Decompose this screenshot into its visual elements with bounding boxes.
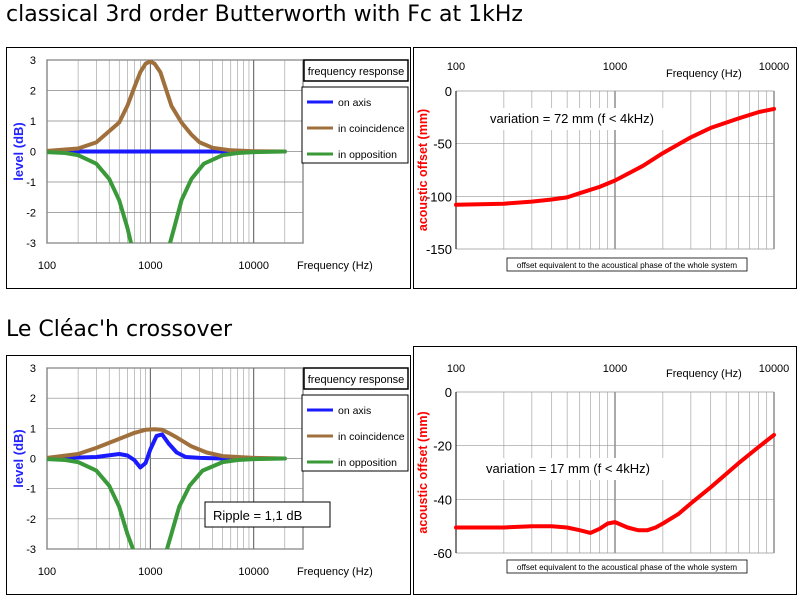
legend-entry: on axis xyxy=(338,405,371,417)
y-tick-label: 1 xyxy=(30,423,36,435)
x-tick-label: 10000 xyxy=(759,363,790,375)
legend-entry: in coincidence xyxy=(338,123,405,135)
x-axis-label: Frequency (Hz) xyxy=(297,566,373,578)
y-tick-label: -150 xyxy=(426,242,452,257)
chart-caption: offset equivalent to the acoustical phas… xyxy=(517,563,737,572)
caption-box xyxy=(506,559,748,574)
ripple-annotation: Ripple = 1,1 dB xyxy=(213,508,302,523)
y-tick-label: 0 xyxy=(30,147,36,159)
x-tick-label: 1000 xyxy=(603,363,627,375)
offset-panel-1: 0 -50 -100 -150 100 1000 10000 Frequency (Hz) ac… xyxy=(413,47,797,289)
legend-title: frequency response xyxy=(308,374,405,386)
legend-entry: in coincidence xyxy=(338,431,405,443)
y-tick-label: 2 xyxy=(30,86,36,98)
legend-entry: in opposition xyxy=(338,149,397,161)
y-tick-label: 0 xyxy=(30,454,36,466)
y-tick-label: 3 xyxy=(30,363,36,375)
variation-annotation: variation = 72 mm (f < 4kHz) xyxy=(490,111,654,126)
y-tick-label: -40 xyxy=(433,492,452,507)
x-tick-label: 1000 xyxy=(138,260,162,272)
y-axis-label: acoustic offset (mm) xyxy=(416,109,430,231)
y-axis-label: acoustic offset (mm) xyxy=(416,411,430,533)
offset-chart-2: 0 -20 -40 -60 100 1000 10000 Frequency (Hz) acou… xyxy=(416,363,790,574)
y-tick-label: -60 xyxy=(433,546,452,561)
y-tick-label: -2 xyxy=(26,208,36,220)
x-tick-label: 100 xyxy=(38,566,56,578)
x-tick-label: 10000 xyxy=(759,61,790,73)
x-tick-label: 10000 xyxy=(238,260,269,272)
series-line xyxy=(454,432,776,535)
x-tick-label: 100 xyxy=(447,363,465,375)
chart-caption: offset equivalent to the acoustical phas… xyxy=(517,261,737,270)
legend-box xyxy=(301,86,409,164)
y-tick-label: 0 xyxy=(445,385,452,400)
y-tick-label: -20 xyxy=(433,439,452,454)
freq-response-panel-2: 3 2 1 0 -1 -2 -3 100 1000 10000 Frequency (Hz) leve… xyxy=(6,355,411,595)
x-tick-label: 10000 xyxy=(238,566,269,578)
y-tick-label: 0 xyxy=(445,84,452,99)
x-axis-label: Frequency (Hz) xyxy=(666,368,742,380)
y-axis-label: level (dB) xyxy=(11,122,26,181)
y-tick-label: -1 xyxy=(26,177,36,189)
series-line xyxy=(47,150,133,243)
variation-annotation: variation = 17 mm (f < 4kHz) xyxy=(486,461,650,476)
legend-entry: in opposition xyxy=(338,457,397,469)
offset-chart-1: 0 -50 -100 -150 100 1000 10000 Frequency (Hz) ac… xyxy=(416,61,790,272)
y-tick-label: -50 xyxy=(433,137,452,152)
legend-entry: on axis xyxy=(338,97,371,109)
x-tick-label: 100 xyxy=(38,260,56,272)
series-line xyxy=(168,149,287,243)
y-tick-label: 2 xyxy=(30,393,36,405)
legend-title-box xyxy=(303,367,409,390)
legend-title: frequency response xyxy=(308,66,405,78)
y-tick-label: 3 xyxy=(30,55,36,67)
y-tick-label: 1 xyxy=(30,116,36,128)
y-tick-label: -2 xyxy=(26,514,36,526)
y-tick-label: -3 xyxy=(26,238,36,250)
y-tick-label: -100 xyxy=(426,189,452,204)
offset-panel-2: 0 -20 -40 -60 100 1000 10000 Frequency (Hz) acou… xyxy=(413,346,797,595)
series-line xyxy=(47,432,287,470)
section-2-title: Le Cléac'h crossover xyxy=(6,317,233,342)
x-tick-label: 100 xyxy=(447,61,465,73)
variation-annotation-bg xyxy=(480,458,676,480)
series-line xyxy=(47,60,287,154)
y-axis-label: level (dB) xyxy=(11,429,26,488)
series-line xyxy=(47,427,287,461)
series-line xyxy=(454,106,776,207)
section-1-title: classical 3rd order Butterworth with Fc … xyxy=(6,2,523,27)
legend-box xyxy=(301,394,409,472)
legend-title-box xyxy=(303,59,409,82)
x-tick-label: 1000 xyxy=(138,566,162,578)
y-tick-label: -3 xyxy=(26,544,36,556)
freq-response-panel-1: 3 2 1 0 -1 -2 -3 100 1000 10000 Frequency (Hz) leve… xyxy=(6,47,411,289)
x-axis-label: Frequency (Hz) xyxy=(666,68,742,80)
series-line xyxy=(47,457,135,549)
y-tick-label: -1 xyxy=(26,484,36,496)
x-axis-label: Frequency (Hz) xyxy=(297,260,373,272)
variation-annotation-bg xyxy=(484,108,680,130)
x-tick-label: 1000 xyxy=(603,61,627,73)
ripple-annotation-box xyxy=(204,501,331,528)
caption-box xyxy=(506,257,748,272)
series-line xyxy=(165,456,287,549)
